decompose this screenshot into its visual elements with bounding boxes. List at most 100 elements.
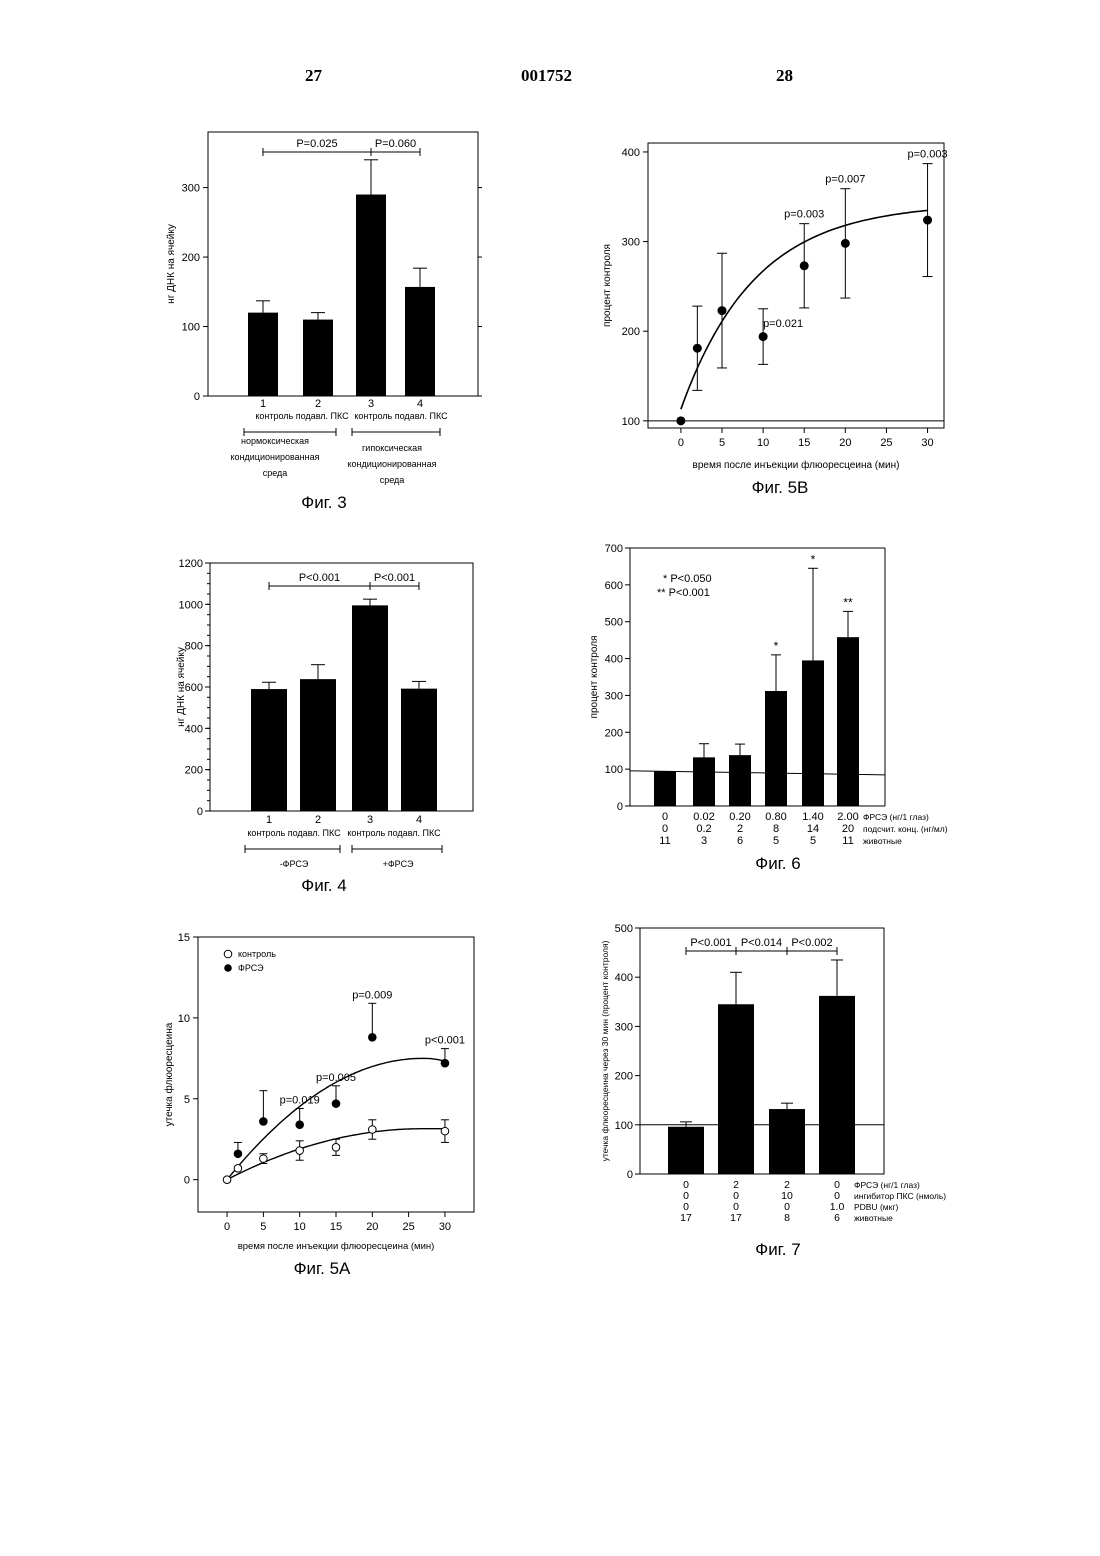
y-tick-label: 800 [185, 641, 203, 653]
y-tick-label: 1000 [179, 599, 203, 611]
bar [837, 637, 859, 806]
x-tick-label: 0 [678, 437, 684, 449]
bar [300, 679, 336, 811]
table-cell: 6 [834, 1212, 840, 1224]
plot-frame [648, 143, 944, 428]
table-cell: 6 [737, 835, 743, 847]
bar [769, 1109, 805, 1174]
table-cell: 20 [842, 823, 854, 835]
y-tick-label: 0 [184, 1175, 190, 1187]
table-cell: 11 [659, 835, 670, 847]
table-cell: 2.00 [837, 811, 858, 823]
bar [303, 320, 333, 396]
table-row-label: подсчит. конц. (нг/мл) [863, 824, 948, 834]
data-point [441, 1127, 449, 1135]
table-cell: 3 [701, 835, 707, 847]
y-axis-label: нг ДНК на ячейку [166, 224, 177, 304]
figure-5b: 100200300400051015202530p=0.021p=0.003p=… [590, 138, 990, 498]
y-axis-label: утечка флюоресцеина [163, 1022, 175, 1126]
figure-4-chart: 0200400600800100012001234P<0.001P<0.001н… [170, 555, 500, 895]
figure-7-chart: 0100200300400500P<0.001P<0.014P<0.002022… [590, 918, 990, 1258]
figure-4: 0200400600800100012001234P<0.001P<0.001н… [170, 555, 500, 895]
group-label: гипоксическая [362, 443, 422, 453]
y-tick-label: 100 [615, 1120, 633, 1132]
table-cell: 0.20 [729, 811, 750, 823]
table-cell: 1.40 [802, 811, 823, 823]
data-point [676, 416, 685, 425]
y-tick-label: 200 [605, 727, 623, 739]
x-tick-label: 4 [417, 398, 423, 410]
figure-caption: Фиг. 5А [294, 1259, 351, 1278]
y-tick-label: 300 [605, 690, 623, 702]
table-cell: 0.80 [765, 811, 786, 823]
significance-bracket-label: P<0.001 [690, 937, 731, 949]
x-tick-label: 5 [260, 1221, 266, 1233]
y-tick-label: 400 [185, 723, 203, 735]
left-page-number: 27 [305, 66, 322, 86]
data-point [260, 1155, 268, 1163]
data-point [234, 1165, 242, 1173]
x-tick-label: 20 [366, 1221, 378, 1233]
legend-marker-open [224, 950, 232, 958]
figure-5a-chart: 051015051015202530p=0.019p=0.005p=0.009p… [160, 925, 500, 1280]
table-row-label: ФРСЭ (нг/1 глаз) [854, 1180, 920, 1190]
x-tick-label: 3 [367, 814, 373, 826]
figure-3-chart: 01002003001234P=0.025P=0.060нг ДНК на яч… [140, 120, 500, 520]
y-axis-label: процент контроля [589, 636, 600, 719]
data-point [369, 1033, 377, 1041]
bar [405, 287, 435, 396]
category-label: контроль подавл. ПКС [347, 828, 441, 838]
category-label: контроль подавл. ПКС [255, 411, 349, 421]
y-tick-label: 200 [615, 1071, 633, 1083]
y-tick-label: 400 [605, 654, 623, 666]
y-tick-label: 400 [615, 972, 633, 984]
y-tick-label: 600 [185, 682, 203, 694]
bar [248, 313, 278, 396]
figure-5a: 051015051015202530p=0.019p=0.005p=0.009p… [160, 925, 500, 1280]
y-tick-label: 100 [622, 416, 640, 428]
x-tick-label: 15 [330, 1221, 342, 1233]
y-tick-label: 5 [184, 1094, 190, 1106]
table-row-label: ФРСЭ (нг/1 глаз) [863, 812, 929, 822]
category-label: контроль подавл. ПКС [247, 828, 341, 838]
x-tick-label: 30 [921, 437, 933, 449]
bar [718, 1004, 754, 1174]
data-point [332, 1100, 340, 1108]
group-label: +ФРСЭ [383, 859, 414, 869]
significance-bracket-label: P<0.001 [299, 572, 340, 584]
table-cell: 17 [730, 1212, 742, 1224]
figure-caption: Фиг. 6 [755, 854, 800, 873]
group-label: кондиционированная [231, 452, 320, 462]
data-point [759, 332, 768, 341]
bar [668, 1127, 704, 1174]
x-tick-label: 25 [880, 437, 892, 449]
data-point [296, 1147, 304, 1155]
group-label: кондиционированная [348, 459, 437, 469]
x-tick-label: 10 [294, 1221, 306, 1233]
y-tick-label: 200 [185, 765, 203, 777]
x-tick-label: 10 [757, 437, 769, 449]
x-axis-label: время после инъекции флюоресцеина (мин) [693, 459, 900, 471]
figure-caption: Фиг. 5В [752, 478, 809, 497]
y-tick-label: 300 [622, 237, 640, 249]
p-value-label: p=0.003 [908, 149, 948, 161]
bar [654, 771, 676, 806]
y-tick-label: 0 [627, 1169, 633, 1181]
data-point [841, 239, 850, 248]
x-tick-label: 2 [315, 398, 321, 410]
bar [356, 195, 386, 396]
y-tick-label: 100 [605, 764, 623, 776]
legend-marker-filled [224, 964, 232, 972]
data-point [800, 261, 809, 270]
data-point [441, 1059, 449, 1067]
figure-6-chart: 0100200300400500600700***** P<0.050** P<… [585, 538, 985, 883]
y-tick-label: 700 [605, 543, 623, 555]
table-cell: 11 [842, 835, 853, 847]
y-tick-label: 500 [615, 923, 633, 935]
p-value-label: p=0.003 [784, 209, 824, 221]
y-tick-label: 100 [182, 322, 200, 334]
data-point [234, 1150, 242, 1158]
y-tick-label: 0 [197, 806, 203, 818]
y-tick-label: 200 [182, 252, 200, 264]
table-cell: 0 [662, 823, 668, 835]
